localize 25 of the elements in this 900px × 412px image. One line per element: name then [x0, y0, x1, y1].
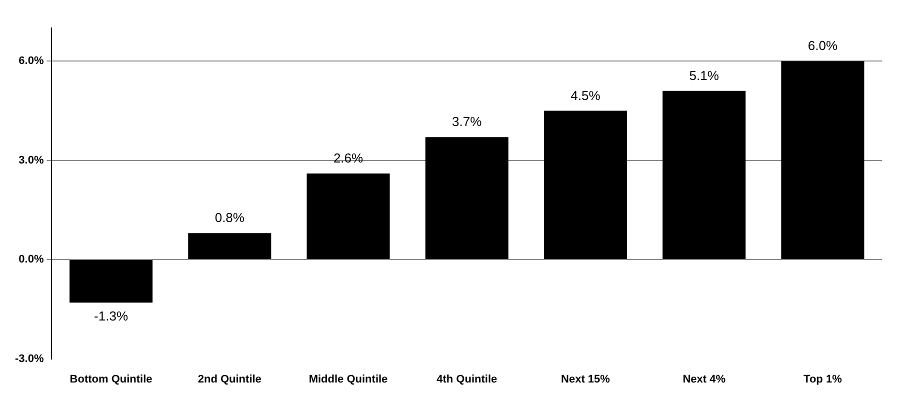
- x-tick-label: Next 15%: [561, 373, 610, 386]
- data-label: 5.1%: [689, 68, 720, 83]
- data-label: 0.8%: [214, 210, 245, 226]
- y-tick-label: -3.0%: [14, 352, 44, 365]
- bar: [662, 90, 746, 260]
- x-tick-label: 2nd Quintile: [198, 373, 262, 386]
- data-label: 3.7%: [452, 114, 482, 130]
- x-tick-label: Next 4%: [682, 373, 726, 386]
- x-tick-label: Bottom Quintile: [70, 373, 152, 386]
- data-label: 6.0%: [808, 38, 838, 54]
- bar: [188, 233, 272, 260]
- x-tick-label: Top 1%: [804, 373, 842, 386]
- bar: [544, 110, 627, 260]
- data-label: 2.6%: [333, 150, 364, 166]
- data-label: 4.5%: [570, 88, 601, 103]
- x-tick-label: 4th Quintile: [436, 373, 498, 386]
- bar: [425, 137, 508, 260]
- bar: [306, 174, 390, 260]
- x-tick-label: Middle Quintile: [308, 373, 388, 386]
- y-tick-label: 0.0%: [18, 254, 44, 266]
- bar: [70, 260, 153, 303]
- bar: [781, 61, 864, 260]
- y-tick-label: 6.0%: [18, 55, 44, 68]
- y-tick-label: 3.0%: [18, 154, 44, 166]
- data-label: -1.3%: [94, 308, 128, 324]
